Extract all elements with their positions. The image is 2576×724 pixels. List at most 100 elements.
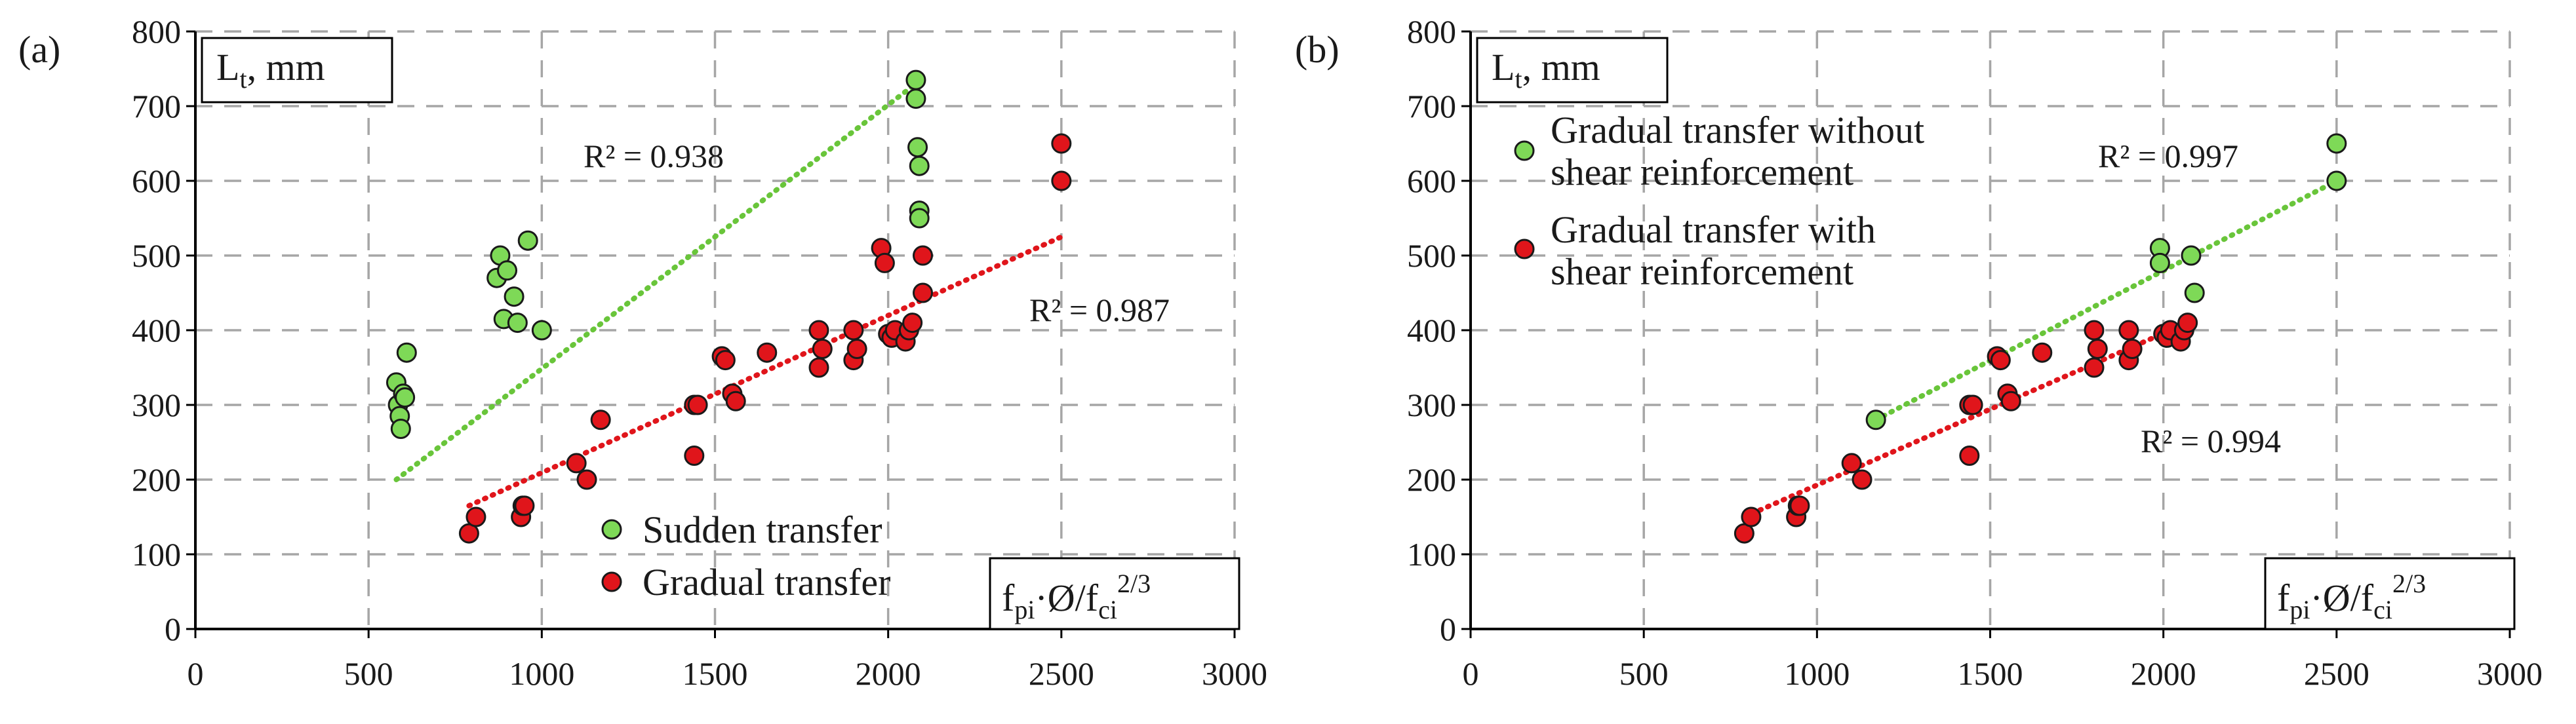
y-tick-label: 300 bbox=[1407, 387, 1456, 423]
data-point-green bbox=[2181, 245, 2202, 266]
x-tick-label: 1500 bbox=[1958, 655, 2023, 692]
legend-label-with-shear-line2: shear reinforcement bbox=[1551, 250, 1853, 293]
x-axis-label-ci: ci bbox=[1098, 595, 1117, 624]
x-tick-label: 1500 bbox=[683, 655, 748, 692]
x-axis-label-box: fpi·Ø/fci2/3 bbox=[989, 557, 1240, 630]
data-point-red bbox=[1852, 469, 1873, 490]
x-tick-label: 2000 bbox=[856, 655, 921, 692]
x-tick-label: 2500 bbox=[2304, 655, 2369, 692]
y-tick-label: 500 bbox=[1407, 237, 1456, 274]
data-point-red bbox=[1990, 350, 2011, 371]
legend-label-without-shear-line2: shear reinforcement bbox=[1551, 151, 1853, 193]
legend-a: Sudden transfer Gradual transfer bbox=[601, 508, 890, 603]
x-axis-label-frame bbox=[2264, 557, 2516, 630]
data-point-green bbox=[1865, 410, 1886, 430]
data-points-b bbox=[1734, 133, 2347, 544]
data-point-red bbox=[812, 339, 833, 359]
data-point-red bbox=[466, 506, 486, 527]
x-axis-label-pi: pi bbox=[2289, 595, 2310, 624]
data-point-green bbox=[2184, 282, 2205, 303]
x-tick-labels-b: 0 500 1000 1500 2000 2500 3000 bbox=[1463, 655, 2543, 692]
x-tick-label: 3000 bbox=[1202, 655, 1267, 692]
data-point-red bbox=[913, 245, 933, 266]
y-tick-label: 600 bbox=[132, 162, 181, 199]
data-point-red bbox=[725, 391, 746, 411]
y-tick-label: 0 bbox=[165, 611, 181, 647]
trendline-green bbox=[393, 81, 919, 482]
data-point-green bbox=[909, 208, 930, 229]
data-point-green bbox=[907, 137, 928, 158]
data-point-red bbox=[2084, 357, 2105, 378]
data-point-red bbox=[687, 394, 708, 415]
x-tick-label: 0 bbox=[1463, 655, 1479, 692]
r2-label-sudden: R² = 0.938 bbox=[584, 138, 724, 174]
data-point-red bbox=[757, 342, 778, 363]
data-point-red bbox=[808, 320, 829, 341]
r2-label-without-shear: R² = 0.997 bbox=[2098, 138, 2238, 174]
trendline-green bbox=[1873, 178, 2339, 423]
data-point-red bbox=[2000, 391, 2021, 411]
y-tick-label: 200 bbox=[1407, 461, 1456, 498]
legend-label-sudden: Sudden transfer bbox=[643, 508, 882, 551]
y-tick-label: 700 bbox=[132, 88, 181, 124]
data-point-red bbox=[514, 495, 535, 516]
r2-label-with-shear: R² = 0.994 bbox=[2141, 423, 2281, 459]
y-axis-label-box: Lt, mm bbox=[1476, 37, 1669, 104]
data-point-green bbox=[396, 342, 417, 363]
data-point-green bbox=[531, 320, 552, 341]
y-tick-label: 700 bbox=[1407, 88, 1456, 124]
legend-marker-sudden bbox=[601, 519, 622, 540]
y-axis-label-rest: , mm bbox=[247, 46, 325, 88]
data-point-red bbox=[846, 339, 867, 359]
legend-marker-without-shear bbox=[1514, 140, 1535, 161]
y-tick-label: 100 bbox=[1407, 536, 1456, 573]
y-axis-label-sub: t bbox=[1515, 64, 1522, 94]
y-tick-label: 200 bbox=[132, 461, 181, 498]
x-axis-label: fpi·Ø/fci2/3 bbox=[1002, 569, 1151, 624]
x-tick-label: 2000 bbox=[2131, 655, 2196, 692]
x-tick-label: 0 bbox=[188, 655, 204, 692]
data-point-green bbox=[517, 230, 538, 251]
x-axis-label-f: f bbox=[1002, 577, 1015, 619]
y-axis-label-main: L bbox=[216, 46, 239, 88]
data-point-green bbox=[909, 155, 930, 176]
y-axis-label-box: Lt, mm bbox=[201, 37, 393, 104]
y-tick-label: 800 bbox=[1407, 13, 1456, 50]
data-point-red bbox=[843, 320, 864, 341]
legend-marker-with-shear bbox=[1514, 238, 1535, 259]
y-tick-label: 500 bbox=[132, 237, 181, 274]
y-tick-label: 600 bbox=[1407, 162, 1456, 199]
data-point-green bbox=[390, 418, 411, 439]
data-point-red bbox=[1841, 453, 1862, 474]
data-point-green bbox=[504, 286, 525, 307]
x-tick-label: 3000 bbox=[2477, 655, 2543, 692]
data-point-green bbox=[2149, 252, 2170, 273]
x-tick-label: 1000 bbox=[509, 655, 574, 692]
data-point-red bbox=[576, 469, 597, 490]
r2-label-gradual: R² = 0.987 bbox=[1029, 292, 1170, 328]
legend-label-without-shear-line1: Gradual transfer without bbox=[1551, 109, 1924, 151]
y-tick-label: 400 bbox=[132, 312, 181, 349]
legend-label-gradual: Gradual transfer bbox=[643, 561, 890, 603]
data-point-red bbox=[1789, 495, 1810, 516]
data-point-green bbox=[395, 387, 416, 408]
y-tick-labels-b: 0 100 200 300 400 500 600 700 800 bbox=[1407, 13, 1456, 647]
data-point-red bbox=[1741, 506, 1762, 527]
x-axis-label-exp: 2/3 bbox=[2392, 569, 2426, 598]
y-axis-label-sub: t bbox=[239, 64, 247, 94]
data-point-green bbox=[905, 69, 926, 90]
x-axis-label-f: f bbox=[2277, 577, 2290, 619]
y-tick-label: 100 bbox=[132, 536, 181, 573]
gridlines-b bbox=[1471, 30, 2511, 629]
x-tick-label: 1000 bbox=[1784, 655, 1850, 692]
y-axis-label: Lt, mm bbox=[1492, 46, 1600, 94]
data-point-green bbox=[497, 260, 517, 281]
data-point-red bbox=[902, 313, 923, 333]
y-axis-label-frame bbox=[201, 37, 393, 104]
data-point-red bbox=[1962, 394, 1983, 415]
data-point-red bbox=[715, 350, 736, 371]
data-point-green bbox=[2326, 170, 2347, 191]
y-axis-label-frame bbox=[1476, 37, 1669, 104]
data-point-green bbox=[2326, 133, 2347, 154]
